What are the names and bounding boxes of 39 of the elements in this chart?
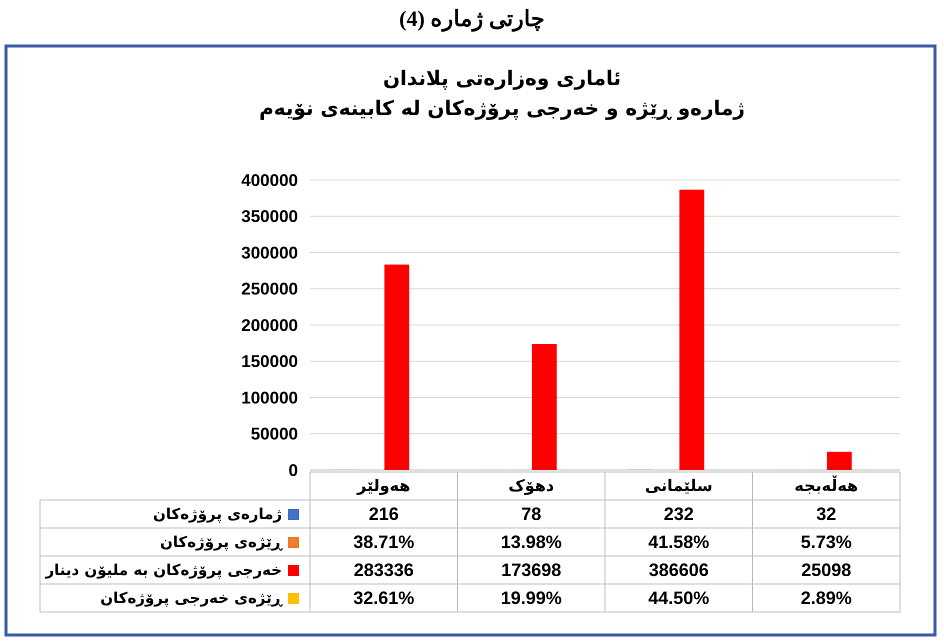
data-label: 19.99% xyxy=(500,588,562,608)
data-label: 32 xyxy=(816,504,836,524)
bar xyxy=(384,264,410,470)
data-label: 44.50% xyxy=(648,588,710,608)
bar xyxy=(679,190,704,470)
legend-label: ژمارەی پرۆژەکان xyxy=(153,505,282,523)
y-tick-label: 300000 xyxy=(241,243,298,262)
chart-subtitle: ئاماری وەزارەتی پلاندان ژمارەو ڕێژە و خەرجی پرۆژەکان لە کابینەی نۆیەم xyxy=(259,66,745,120)
data-label: 38.71% xyxy=(353,532,414,552)
y-tick-label: 0 xyxy=(288,460,298,480)
data-label: 32.61% xyxy=(353,588,414,608)
data-label: 216 xyxy=(368,504,399,524)
y-tick-label: 250000 xyxy=(241,280,298,299)
y-tick-label: 350000 xyxy=(241,207,298,226)
legend-label: خەرجی پرۆژەکان بە ملیۆن دینار xyxy=(44,561,282,579)
data-label: 386606 xyxy=(648,560,709,580)
x-tick-label: هەولێر xyxy=(356,476,410,495)
y-tick-label: 400000 xyxy=(241,170,298,190)
x-tick-label: هەڵەبجە xyxy=(794,475,858,495)
data-label: 78 xyxy=(521,504,542,524)
x-tick-label: دهۆک xyxy=(508,476,554,495)
data-label: 2.89% xyxy=(800,588,852,608)
bar xyxy=(532,344,557,470)
y-tick-label: 50000 xyxy=(250,424,298,444)
y-tick-label: 100000 xyxy=(241,388,298,408)
y-tick-label: 200000 xyxy=(241,316,298,335)
chart-title: چارتی ژمارە (4) xyxy=(399,6,545,32)
data-label: 232 xyxy=(664,504,694,524)
x-tick-label: سلێمانی xyxy=(644,476,713,495)
y-tick-label: 150000 xyxy=(241,352,298,372)
data-label: 283336 xyxy=(354,560,414,580)
legend-label: ڕێژەی پرۆژەکان xyxy=(160,533,284,551)
data-label: 41.58% xyxy=(648,532,710,552)
bar xyxy=(826,452,852,470)
legend-label: ڕێژەی خەرجی پرۆژەکان xyxy=(100,589,284,607)
data-label: 25098 xyxy=(801,560,852,580)
data-label: 13.98% xyxy=(500,532,562,552)
data-label: 5.73% xyxy=(800,532,852,552)
data-label: 173698 xyxy=(501,560,562,580)
